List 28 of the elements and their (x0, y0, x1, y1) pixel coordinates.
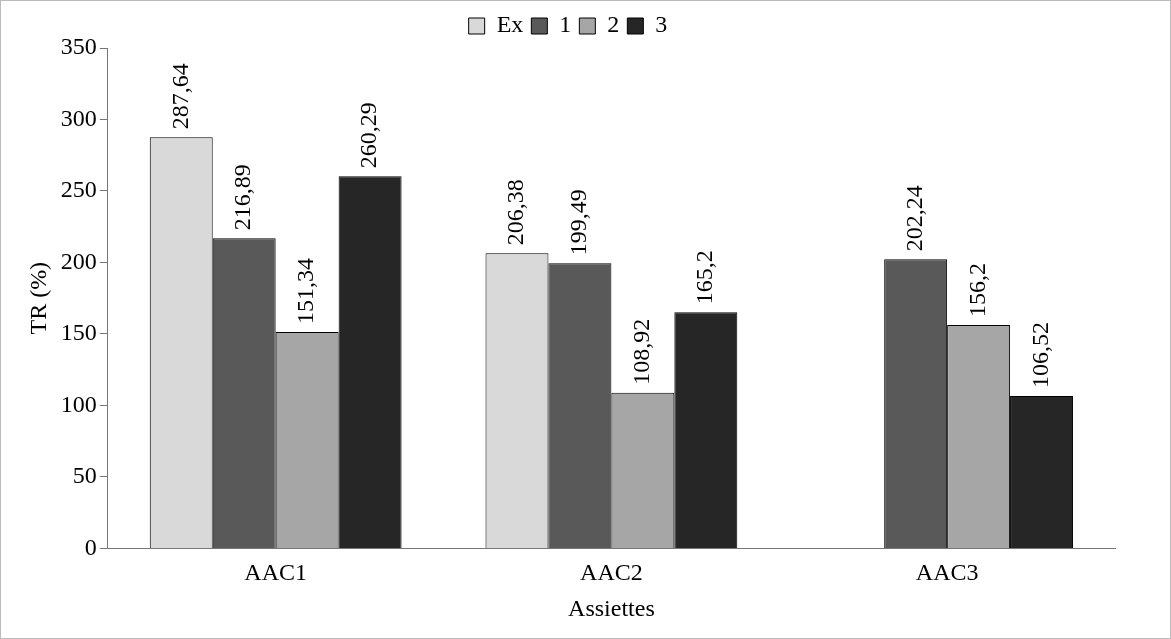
x-tick-label: AAC2 (580, 559, 643, 586)
y-tick-label: 200 (60, 247, 97, 274)
y-tick-label: 50 (72, 462, 97, 489)
legend-label: 3 (655, 11, 668, 38)
x-axis-title: Assiettes (568, 594, 655, 621)
data-label: 108,92 (628, 318, 655, 385)
data-label: 216,89 (229, 164, 256, 231)
legend-label: Ex (496, 11, 524, 38)
x-tick-label: AAC1 (244, 559, 307, 586)
y-tick-label: 0 (84, 533, 97, 560)
x-tick-label: AAC3 (915, 559, 979, 586)
data-label: 260,29 (355, 102, 382, 169)
y-tick-label: 350 (60, 33, 97, 60)
y-axis-title: TR (%) (24, 261, 51, 335)
data-label: 165,2 (691, 250, 718, 305)
y-tick-label: 150 (60, 319, 97, 346)
y-tick-label: 250 (60, 176, 97, 203)
data-label: 106,52 (1026, 322, 1053, 389)
y-tick-label: 300 (60, 104, 97, 131)
data-label: 202,24 (900, 185, 927, 252)
data-label: 287,64 (166, 63, 193, 130)
legend-label: 1 (559, 11, 572, 38)
y-tick-label: 100 (60, 390, 97, 417)
legend-label: 2 (607, 11, 620, 38)
data-label: 199,49 (565, 189, 592, 256)
data-label: 151,34 (292, 258, 319, 325)
data-label: 156,2 (963, 263, 990, 318)
data-label: 206,38 (502, 179, 529, 246)
